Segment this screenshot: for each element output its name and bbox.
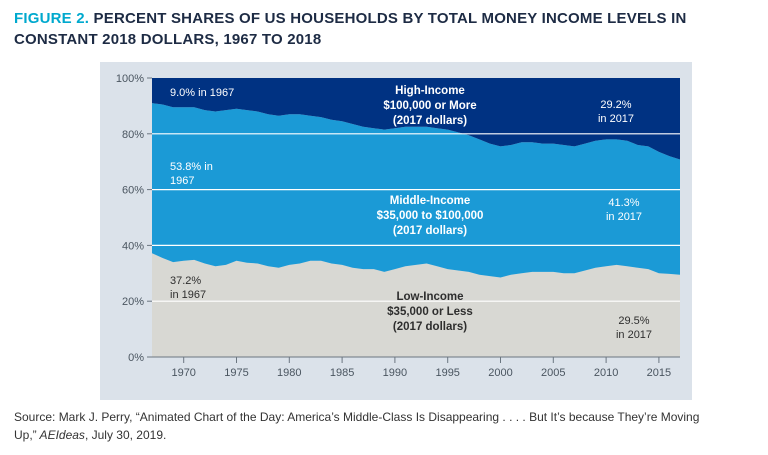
svg-text:40%: 40% xyxy=(122,240,144,252)
svg-text:1985: 1985 xyxy=(330,367,354,379)
annotation-low-income-2017: 29.5% in 2017 xyxy=(615,315,653,342)
chart-svg: 0% 20% 40% 60% 80% 100% 1970 1975 1980 1985 1990 19… xyxy=(116,73,680,379)
annotation-low-income-label: Low-Income $35,000 or Less (2017 dollars… xyxy=(387,291,473,333)
svg-text:1980: 1980 xyxy=(277,367,301,379)
svg-text:60%: 60% xyxy=(122,185,144,197)
source-publication: AEIdeas xyxy=(36,428,85,442)
source-line1: Source: Mark J. Perry, “Animated Chart o… xyxy=(14,410,700,424)
source-line2-suffix: , July 30, 2019. xyxy=(84,428,167,442)
svg-text:1970: 1970 xyxy=(171,367,195,379)
annotation-middle-income-2017: 41.3% in 2017 xyxy=(605,197,643,224)
svg-text:1975: 1975 xyxy=(224,367,248,379)
svg-text:0%: 0% xyxy=(128,352,144,364)
svg-text:2000: 2000 xyxy=(488,367,512,379)
annotation-high-income-label: High-Income $100,000 or More (2017 dolla… xyxy=(383,85,477,127)
svg-text:2015: 2015 xyxy=(647,367,671,379)
svg-text:20%: 20% xyxy=(122,296,144,308)
annotation-low-income-1967: 37.2% in 1967 xyxy=(170,275,207,302)
source-line2-prefix: Up,” xyxy=(14,428,37,442)
svg-text:1990: 1990 xyxy=(383,367,407,379)
annotation-middle-income-label: Middle-Income $35,000 to $100,000 (2017 … xyxy=(376,195,484,237)
svg-text:1995: 1995 xyxy=(435,367,459,379)
svg-text:2010: 2010 xyxy=(594,367,618,379)
figure-title: FIGURE 2. PERCENT SHARES OF US HOUSEHOLD… xyxy=(14,8,728,50)
figure-label: FIGURE 2. xyxy=(14,10,90,27)
svg-text:100%: 100% xyxy=(116,73,144,85)
svg-text:2005: 2005 xyxy=(541,367,565,379)
svg-text:80%: 80% xyxy=(122,129,144,141)
source-note: Source: Mark J. Perry, “Animated Chart o… xyxy=(14,408,762,444)
annotation-middle-income-1967: 53.8% in 1967 xyxy=(170,161,213,188)
annotation-high-income-1967: 9.0% in 1967 xyxy=(170,87,235,99)
annotation-high-income-2017: 29.2% in 2017 xyxy=(597,99,635,126)
chart-panel: 0% 20% 40% 60% 80% 100% 1970 1975 1980 1985 1990 19… xyxy=(100,62,692,400)
figure-title-text: PERCENT SHARES OF US HOUSEHOLDS BY TOTAL… xyxy=(14,10,687,48)
